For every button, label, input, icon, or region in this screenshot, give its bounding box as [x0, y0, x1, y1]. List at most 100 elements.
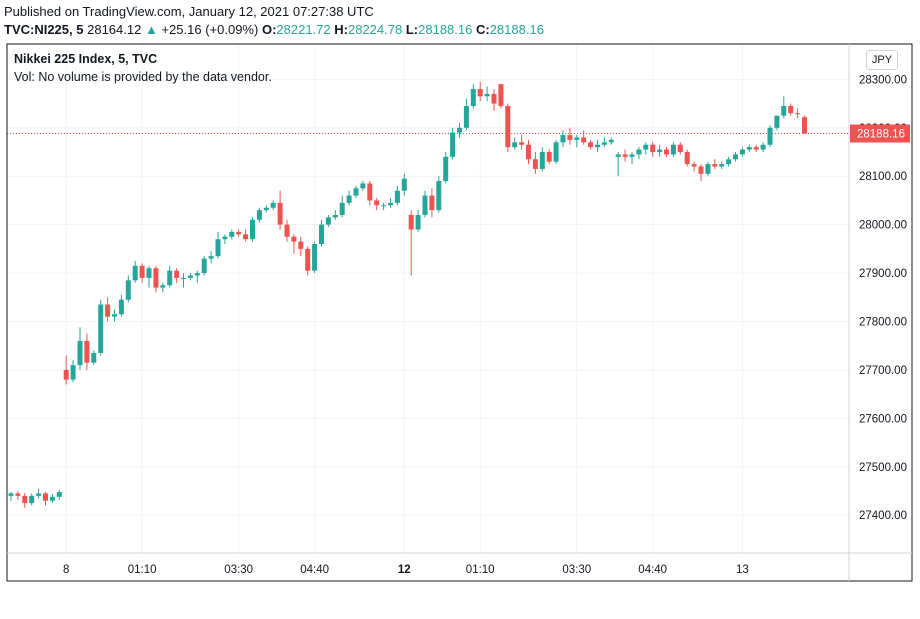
candle: [719, 161, 725, 169]
candle-body: [795, 113, 801, 115]
candle: [229, 229, 235, 240]
candle-body: [505, 105, 511, 148]
candle: [477, 81, 483, 102]
last-price-label: 28188.16: [857, 129, 905, 141]
candle-body: [622, 154, 628, 157]
candle: [146, 265, 152, 288]
candle: [105, 297, 111, 322]
candle-body: [153, 268, 159, 288]
y-tick-label: 27400.00: [859, 510, 907, 522]
candle: [374, 198, 380, 211]
candle: [353, 185, 359, 199]
candle: [305, 246, 311, 276]
candle: [726, 156, 732, 167]
candle-body: [105, 304, 111, 317]
candle-body: [77, 340, 83, 366]
change-arrow-icon: ▲: [144, 22, 158, 37]
candle-body: [125, 280, 131, 300]
candle-body: [595, 144, 600, 148]
candle-body: [484, 93, 490, 97]
candle-body: [215, 239, 221, 257]
candle: [636, 147, 642, 160]
y-tick-label: 27800.00: [859, 317, 907, 329]
candle: [664, 147, 669, 157]
last-price: 28164.12: [87, 22, 142, 37]
x-tick-label: 13: [736, 564, 749, 576]
candle-body: [208, 256, 214, 259]
x-tick-label: 03:30: [224, 564, 253, 576]
candle: [401, 173, 407, 196]
candle-body: [629, 154, 635, 157]
chart-legend-title: Nikkei 225 Index, 5, TVC: [14, 52, 158, 66]
candle: [774, 115, 780, 131]
currency-button[interactable]: JPY: [866, 50, 898, 70]
candle: [588, 139, 594, 150]
candle-body: [167, 270, 173, 286]
candle: [394, 185, 400, 206]
candle-body: [519, 142, 525, 145]
candle-body: [581, 137, 587, 143]
candle: [788, 103, 794, 116]
candle-body: [443, 156, 449, 182]
high-value: 28224.78: [347, 22, 403, 37]
candle: [429, 188, 435, 218]
candle-body: [270, 202, 276, 208]
candle-body: [229, 231, 235, 237]
candle-body: [539, 151, 545, 169]
candle-body: [36, 493, 42, 496]
candle: [222, 234, 228, 245]
candle-body: [8, 493, 14, 496]
candle: [802, 115, 807, 134]
candle: [684, 149, 690, 167]
candle-body: [781, 105, 787, 116]
high-label: H:: [334, 22, 348, 37]
candle: [360, 181, 366, 191]
candle-body: [250, 219, 255, 240]
candle-body: [546, 151, 552, 162]
candle: [650, 142, 656, 157]
candle: [574, 135, 580, 148]
candle-body: [236, 231, 242, 235]
candle-body: [118, 299, 124, 315]
candle-body: [63, 369, 69, 380]
candle-body: [339, 202, 345, 215]
low-value: 28188.16: [418, 22, 473, 37]
candle-body: [312, 244, 318, 271]
candle-body: [84, 340, 90, 363]
candle: [339, 195, 345, 218]
candle-body: [670, 144, 676, 155]
last-price-tag: [850, 124, 910, 143]
candle-body: [139, 265, 145, 278]
candle: [670, 142, 676, 157]
candle-body: [691, 164, 697, 167]
candle-body: [726, 159, 732, 165]
candle: [532, 151, 538, 174]
candle-body: [498, 84, 504, 106]
candle: [767, 125, 773, 148]
candle: [512, 137, 518, 150]
candle: [491, 89, 497, 111]
candle: [615, 151, 621, 177]
candle: [505, 103, 511, 152]
candle-body: [664, 149, 669, 155]
candle-body: [181, 277, 186, 279]
candle: [781, 96, 787, 119]
candle: [698, 164, 704, 182]
candle-body: [684, 151, 690, 165]
candle-body: [712, 164, 718, 167]
candle: [712, 159, 718, 169]
open-label: O:: [261, 22, 277, 37]
candle: [643, 142, 649, 155]
candle-body: [574, 137, 580, 140]
candle-body: [98, 304, 104, 353]
y-tick-label: 27600.00: [859, 413, 907, 425]
candle: [553, 139, 559, 165]
candle: [733, 151, 738, 162]
candle: [29, 493, 35, 506]
x-tick-label: 12: [398, 564, 411, 576]
candle-body: [243, 234, 249, 240]
candle: [84, 333, 90, 370]
candle: [677, 142, 683, 155]
x-tick-label: 01:10: [128, 564, 157, 576]
